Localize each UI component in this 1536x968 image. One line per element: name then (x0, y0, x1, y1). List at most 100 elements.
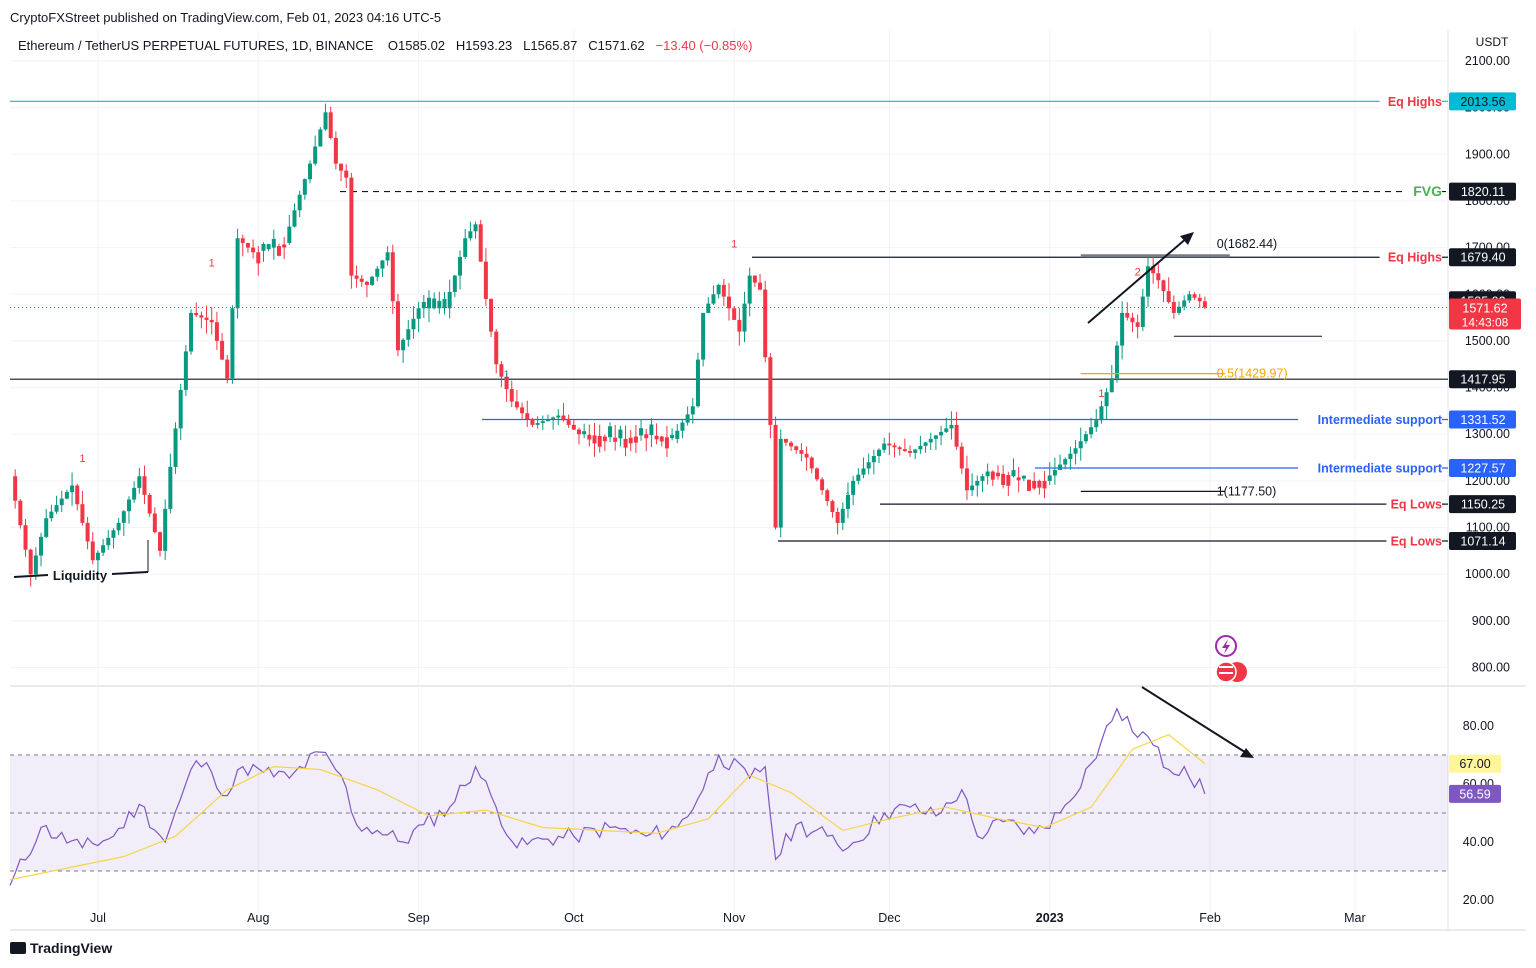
level-label-bg (1386, 532, 1442, 551)
trend-arrowhead (1180, 232, 1194, 245)
candle-body (266, 244, 271, 250)
candle-body (845, 494, 850, 509)
candle-body (54, 505, 59, 512)
candle-body (308, 163, 313, 180)
candle-body (768, 357, 773, 425)
price-tick-label: 1300.00 (1465, 427, 1510, 441)
candle-body (1099, 406, 1104, 421)
candle-body (628, 437, 633, 444)
level-label: Eq Highs (1388, 251, 1442, 265)
level-label-bg (1298, 459, 1442, 478)
candle-body (370, 276, 375, 285)
candles (13, 103, 1207, 587)
candle-body (1011, 470, 1016, 477)
rsi-line (9, 707, 1206, 886)
candle-body (1114, 345, 1119, 379)
time-tick-label: Mar (1344, 911, 1366, 925)
level-label: FVG (1413, 183, 1442, 199)
candle-body (758, 282, 763, 290)
candle-body (359, 278, 364, 282)
candle-body (613, 437, 618, 442)
candle-body (1027, 479, 1032, 491)
candle-body (116, 522, 121, 531)
candle-body (33, 555, 38, 575)
candle-body (814, 468, 819, 480)
sequence-marker: 1 (1098, 388, 1104, 400)
sequence-marker: 1 (79, 453, 85, 465)
candle-body (701, 312, 706, 360)
candle-body (608, 426, 613, 438)
candle-body (209, 319, 214, 323)
current-price-badge (1449, 298, 1521, 330)
candle-body (90, 541, 95, 561)
candle-body (1042, 480, 1047, 489)
candle-body (276, 246, 281, 256)
price-badge-text: 1071.14 (1460, 535, 1505, 549)
candle-body (473, 224, 478, 232)
ohlc-change: −13.40 (−0.85%) (655, 38, 753, 53)
candle-body (1120, 312, 1125, 346)
candle-body (85, 522, 90, 542)
rsi-ma-line (9, 734, 1206, 881)
candle-body (871, 456, 876, 463)
symbol-legend[interactable]: Ethereum / TetherUS PERPETUAL FUTURES, 1… (18, 38, 752, 53)
level-label: Intermediate support (1318, 462, 1443, 476)
candle-body (690, 406, 695, 415)
rsi-arrow-line (1141, 686, 1249, 755)
candle-body (990, 471, 995, 480)
candle-body (28, 549, 33, 575)
price-badge-text: 1679.40 (1460, 251, 1505, 265)
candle-body (964, 468, 969, 491)
price-badge-text: 1227.57 (1460, 462, 1505, 476)
candle-body (463, 238, 468, 257)
candle-body (349, 177, 354, 276)
tradingview-logo[interactable]: TradingView (10, 940, 112, 956)
candle-body (1058, 464, 1063, 470)
price-tick-label: 1100.00 (1466, 521, 1510, 535)
candle-body (618, 429, 623, 439)
candle-body (344, 170, 349, 178)
price-badge-text: 2013.56 (1460, 95, 1505, 109)
candle-body (675, 430, 680, 439)
candle-body (59, 498, 64, 506)
candle-body (18, 500, 23, 526)
candle-body (520, 407, 525, 414)
candle-body (582, 431, 587, 435)
candle-body (271, 238, 276, 248)
candle-body (1094, 420, 1099, 428)
candle-body (354, 275, 359, 279)
candle-body (499, 364, 504, 377)
candle-body (923, 442, 928, 446)
price-badge (1449, 532, 1516, 551)
candle-body (287, 226, 292, 243)
ohlc-close: C1571.62 (588, 38, 645, 53)
liquidity-line-right (111, 571, 149, 575)
candle-body (1021, 475, 1026, 479)
candle-body (918, 445, 923, 450)
levels: Eq Highs FVG Eq Highs Intermediate support I… (10, 92, 1448, 551)
candle-body (949, 424, 954, 429)
candle-body (1068, 453, 1073, 460)
candle-body (835, 511, 840, 523)
candle-body (1078, 441, 1083, 449)
level-label: Eq Lows (1391, 498, 1442, 512)
candle-body (716, 284, 721, 295)
candle-body (364, 281, 369, 285)
symbol-name: Ethereum / TetherUS PERPETUAL FUTURES, 1… (18, 38, 374, 53)
candle-body (556, 415, 561, 418)
rsi-tick-label: 80.00 (1463, 719, 1494, 733)
candle-body (426, 297, 431, 309)
candle-body (106, 537, 111, 546)
candle-body (401, 339, 406, 351)
time-tick-label: Feb (1199, 911, 1221, 925)
candle-body (1130, 317, 1135, 323)
candle-body (245, 242, 250, 248)
candle-body (639, 428, 644, 436)
candle-body (1171, 302, 1176, 313)
candle-body (323, 112, 328, 130)
ohlc-low: L1565.87 (523, 38, 578, 53)
candle-body (882, 443, 887, 450)
candle-body (820, 479, 825, 491)
rsi-tick-label: 40.00 (1463, 835, 1494, 849)
